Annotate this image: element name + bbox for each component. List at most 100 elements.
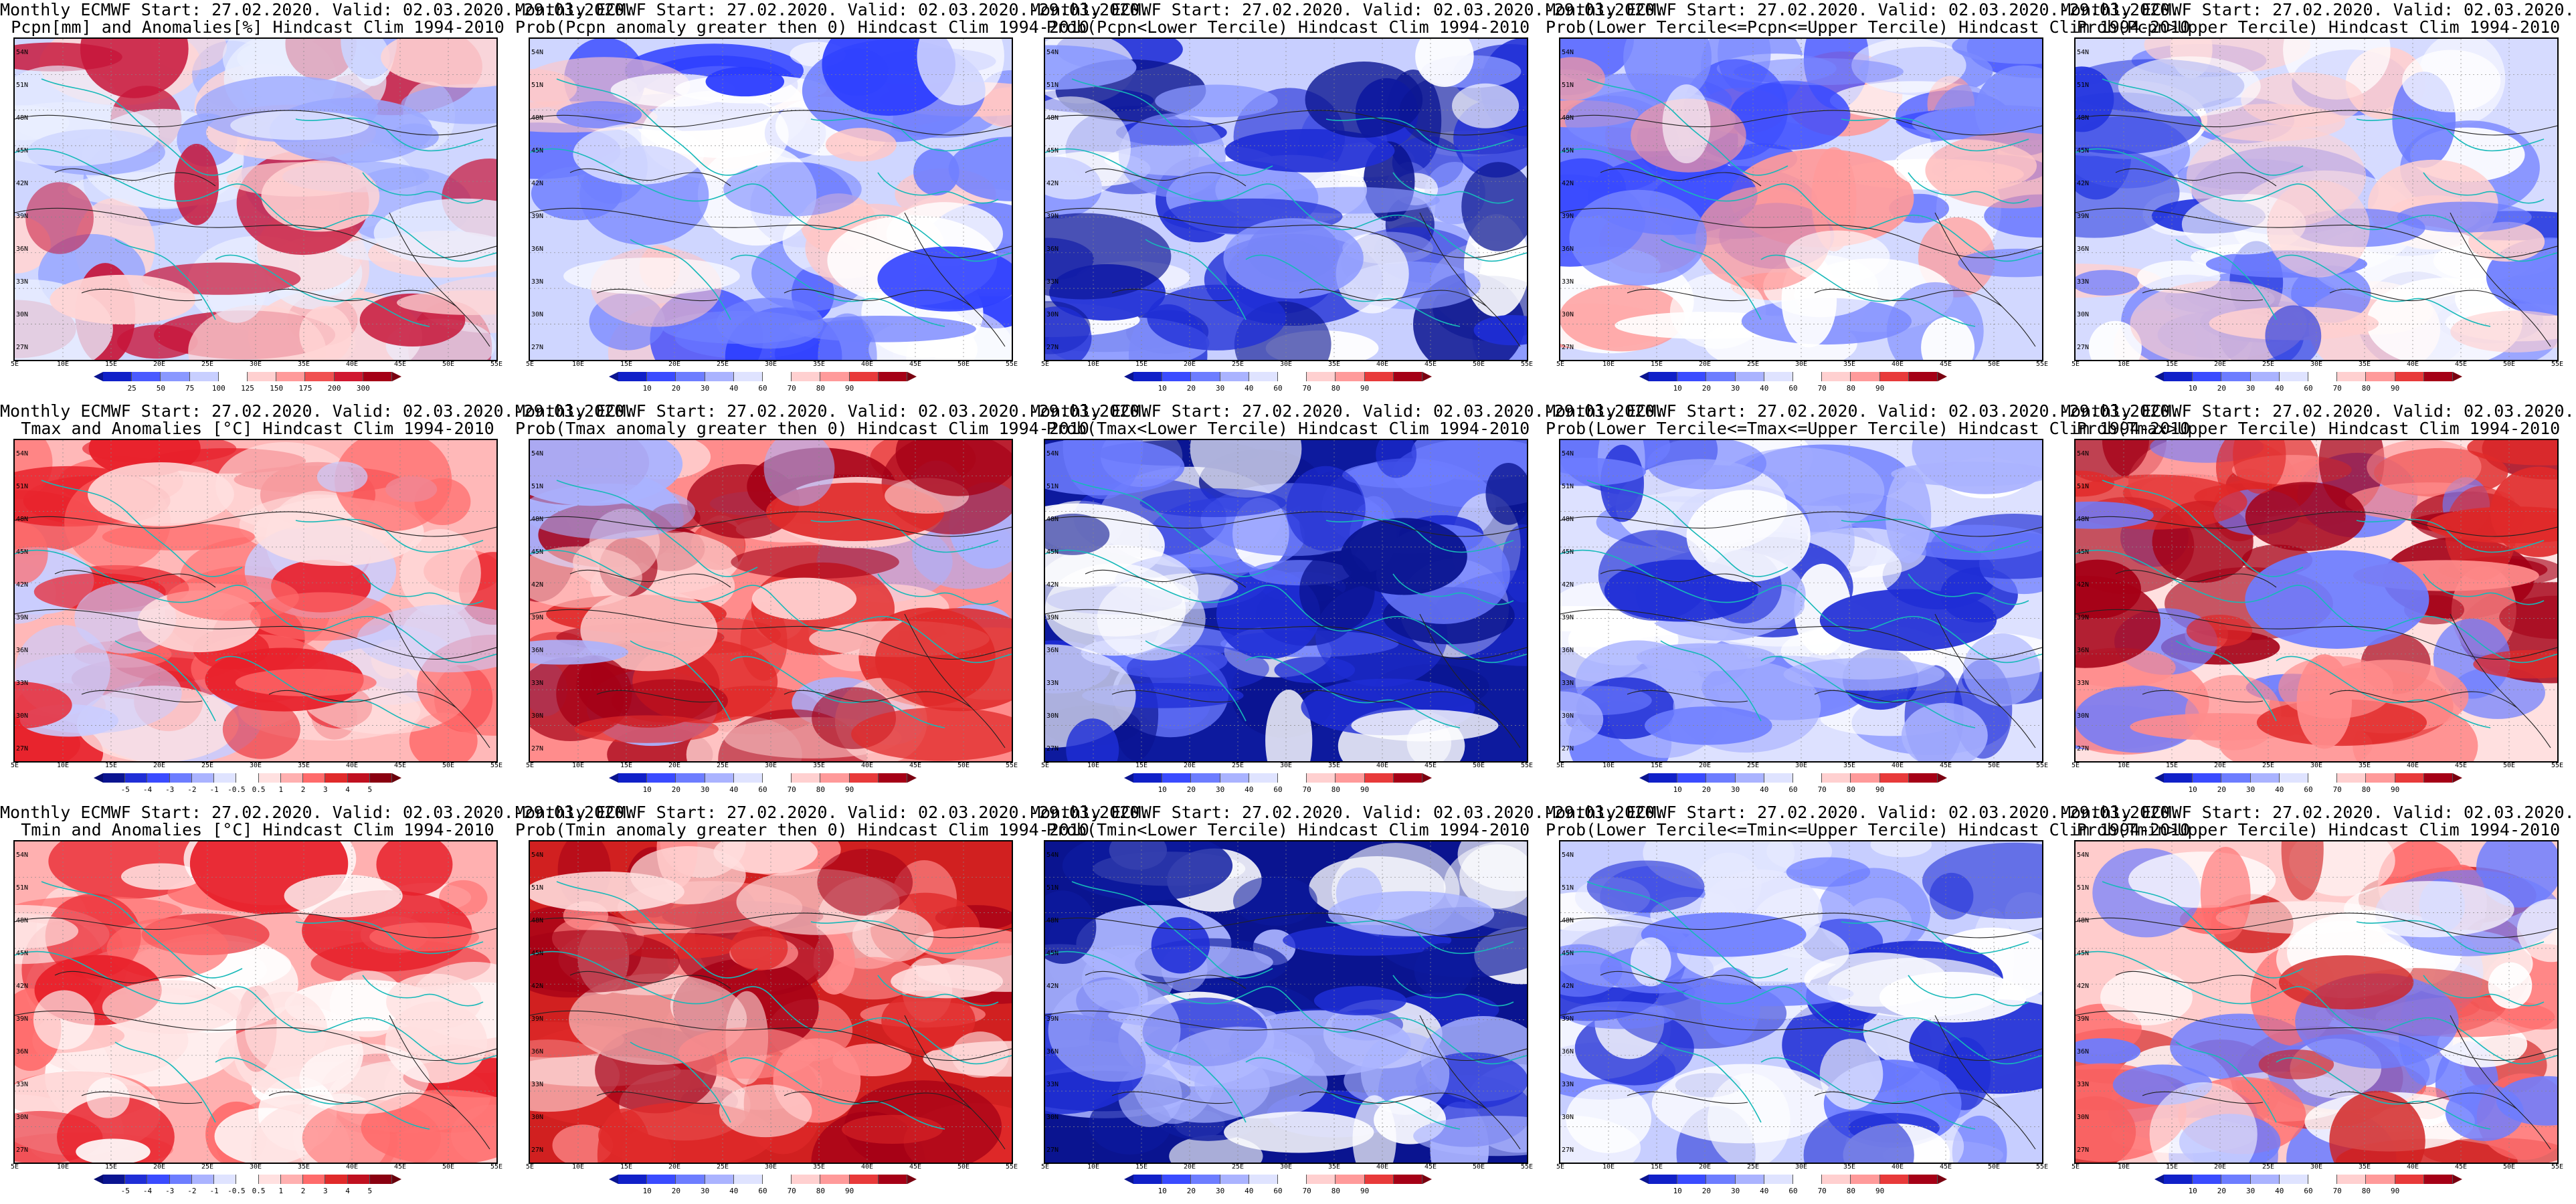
longitude-label: 55E xyxy=(1005,361,1018,368)
colorbar-segment xyxy=(189,372,219,381)
colorbar-segment xyxy=(1879,773,1909,783)
colorbar-segment xyxy=(618,372,648,381)
longitude-label: 55E xyxy=(1005,762,1018,769)
coastline xyxy=(1586,881,1788,979)
latitude-label: 36N xyxy=(531,647,544,654)
longitude-label: 15E xyxy=(2165,1163,2179,1171)
longitude-label: 45E xyxy=(393,361,407,368)
panel-title: Monthly ECMWF Start: 27.02.2020. Valid: … xyxy=(1030,1,1665,36)
colorbar-tick-label: 20 xyxy=(1701,785,1712,794)
latitude-label: 33N xyxy=(1046,278,1059,286)
colorbar-tick-label: -4 xyxy=(143,1187,153,1195)
field-blob xyxy=(2076,440,2150,482)
forecast-map: 54N 51N 48N 45N 42N 39N 36N 33N 30N 27N xyxy=(13,840,498,1164)
field-blob xyxy=(556,655,632,732)
longitude-label: 40E xyxy=(1891,1163,1904,1171)
latitude-label: 39N xyxy=(531,1015,544,1023)
field-blob xyxy=(1045,644,1136,748)
latitude-label: 54N xyxy=(1562,49,1574,56)
latitude-label: 30N xyxy=(2077,712,2090,720)
field-blob xyxy=(2076,270,2140,296)
latitude-label: 27N xyxy=(2077,745,2090,752)
field-blob xyxy=(2367,440,2482,494)
field-blob xyxy=(1461,162,1527,252)
coastline xyxy=(362,573,484,605)
colorbar-segment xyxy=(676,773,705,783)
contour-line xyxy=(15,207,496,258)
latitude-label: 42N xyxy=(2077,983,2090,990)
contour-line xyxy=(2450,212,2551,347)
colorbar-segment xyxy=(334,372,363,381)
colorbar-tick-label: 40 xyxy=(1245,785,1254,794)
colorbar-tick-label: 20 xyxy=(2217,1187,2227,1195)
coastline xyxy=(1325,117,1514,152)
field-blob xyxy=(369,922,480,952)
map-panel: Monthly ECMWF Start: 27.02.2020. Valid: … xyxy=(515,0,1149,401)
map-field-svg xyxy=(530,440,1012,761)
colorbar-segment xyxy=(363,372,393,381)
coastline xyxy=(215,1057,430,1130)
colorbar-segment xyxy=(125,1175,148,1184)
coastline xyxy=(2175,640,2277,722)
longitude-label: 5E xyxy=(1556,361,1565,368)
coastline xyxy=(556,480,758,577)
longitude-label: 30E xyxy=(2310,762,2323,769)
longitude-label: 40E xyxy=(1891,762,1904,769)
longitude-label: 10E xyxy=(56,361,70,368)
field-blob xyxy=(1958,248,2042,278)
latitude-label: 45N xyxy=(16,548,29,556)
longitude-label: 55E xyxy=(2551,762,2564,769)
panel-title-line1: Monthly ECMWF Start: 27.02.2020. Valid: … xyxy=(2061,0,2576,19)
colorbar-segment xyxy=(1191,1175,1220,1184)
contour-line xyxy=(530,207,1012,258)
latitude-label: 39N xyxy=(2077,614,2090,621)
latitude-label: 54N xyxy=(1562,851,1574,859)
colorbar-right-arrow xyxy=(1422,372,1433,381)
longitude-label: 45E xyxy=(909,1163,922,1171)
colorbar-tick-label: 200 xyxy=(327,384,341,393)
contour-line xyxy=(530,912,1012,938)
contour-line xyxy=(1045,609,1527,660)
latitude-label: 42N xyxy=(1046,983,1059,990)
panel-title-line1: Monthly ECMWF Start: 27.02.2020. Valid: … xyxy=(1546,0,2181,19)
colorbar-tick-label: -5 xyxy=(120,1187,130,1195)
contour-line xyxy=(1600,168,1762,187)
contour-line xyxy=(2076,207,2557,258)
field-blob xyxy=(15,522,48,585)
latitude-label: 54N xyxy=(16,450,29,458)
colorbar-tick-label: 150 xyxy=(270,384,284,393)
contour-line xyxy=(569,971,731,989)
longitude-label: 5E xyxy=(525,1163,535,1171)
latitude-label: 36N xyxy=(1562,647,1574,654)
field-blob xyxy=(1598,530,1712,621)
latitude-label: 51N xyxy=(16,82,29,89)
contour-line xyxy=(1419,212,1521,347)
colorbar-tick-label: 3 xyxy=(323,785,328,794)
colorbar-tick-label: 90 xyxy=(1360,1187,1370,1195)
field-blob xyxy=(851,707,1012,761)
contour-line xyxy=(2115,168,2277,187)
colorbar-segment xyxy=(1649,372,1678,381)
map-field-svg xyxy=(530,39,1012,360)
colorbar-tick-label: 60 xyxy=(1273,384,1283,393)
colorbar-tick-label: 90 xyxy=(1360,785,1370,794)
latitude-label: 48N xyxy=(531,516,544,523)
longitude-label: 20E xyxy=(1698,361,1712,368)
colorbar-segment xyxy=(763,1175,792,1184)
colorbar-tick-label: 80 xyxy=(1331,1187,1341,1195)
longitude-label: 15E xyxy=(620,1163,633,1171)
colorbar-segment xyxy=(2308,1175,2338,1184)
field-blob xyxy=(86,1077,130,1118)
colorbar-tick-label: 60 xyxy=(2304,1187,2313,1195)
colorbar-segment xyxy=(2193,773,2222,783)
field-blob xyxy=(1340,518,1467,595)
field-blob xyxy=(1045,890,1097,965)
colorbar xyxy=(1124,773,1433,783)
longitude-label: 15E xyxy=(104,1163,118,1171)
latitude-label: 54N xyxy=(16,49,29,56)
latitude-label: 33N xyxy=(16,278,29,286)
contour-line xyxy=(530,609,1012,660)
latitude-label: 30N xyxy=(531,712,544,720)
colorbar-left-arrow xyxy=(2154,1175,2164,1184)
latitude-label: 39N xyxy=(16,1015,29,1023)
